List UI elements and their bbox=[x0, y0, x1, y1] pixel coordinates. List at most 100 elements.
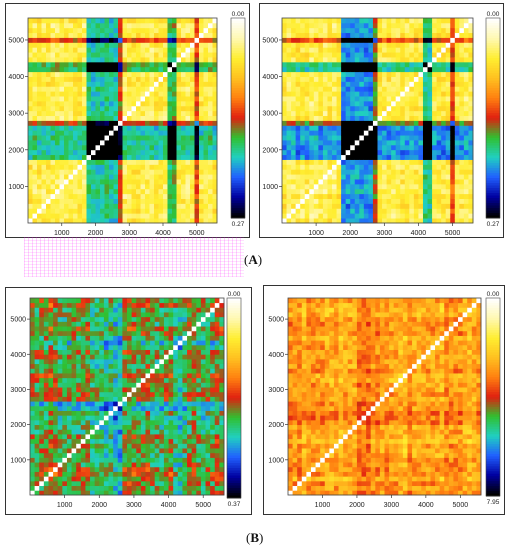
heatmap-cell bbox=[77, 208, 83, 214]
heatmap-cell bbox=[454, 100, 460, 107]
colorbar-step bbox=[486, 95, 500, 99]
heatmap-cell bbox=[163, 452, 169, 458]
heatmap-cell bbox=[136, 457, 142, 463]
heatmap-cell bbox=[95, 140, 101, 146]
heatmap-cell bbox=[295, 140, 301, 146]
heatmap-cell bbox=[167, 144, 173, 151]
heatmap-cell bbox=[322, 120, 328, 126]
heatmap-cell bbox=[212, 22, 218, 29]
heatmap-cell bbox=[154, 218, 159, 224]
heatmap-cell bbox=[286, 22, 292, 29]
heatmap-cell bbox=[163, 140, 168, 146]
heatmap-cell bbox=[41, 203, 47, 209]
heatmap-cell bbox=[136, 140, 141, 146]
heatmap-cell bbox=[304, 218, 310, 224]
heatmap-cell bbox=[372, 105, 378, 112]
heatmap-cell bbox=[432, 203, 438, 209]
heatmap-cell bbox=[113, 213, 119, 219]
heatmap-cell bbox=[190, 125, 195, 131]
heatmap-cell bbox=[454, 66, 460, 73]
heatmap-cell bbox=[199, 130, 204, 136]
heatmap-cell bbox=[64, 76, 69, 82]
heatmap-cell bbox=[90, 471, 96, 477]
heatmap-cell bbox=[80, 382, 86, 388]
heatmap-cell bbox=[41, 110, 47, 117]
heatmap-cell bbox=[286, 135, 292, 141]
heatmap-cell bbox=[145, 174, 150, 180]
heatmap-cell bbox=[176, 37, 182, 43]
heatmap-cell bbox=[50, 47, 56, 53]
heatmap-cell bbox=[150, 448, 156, 454]
heatmap-cell bbox=[34, 330, 40, 336]
heatmap-cell bbox=[286, 208, 292, 214]
heatmap-cell bbox=[59, 18, 65, 24]
heatmap-cell bbox=[304, 71, 310, 77]
heatmap-cell bbox=[459, 81, 465, 87]
heatmap-cell bbox=[368, 144, 374, 151]
heatmap-cell bbox=[59, 193, 65, 199]
heatmap-cell bbox=[62, 401, 68, 407]
heatmap-cell bbox=[368, 169, 374, 175]
heatmap-cell bbox=[372, 115, 378, 121]
heatmap-cell bbox=[99, 335, 105, 341]
heatmap-cell bbox=[413, 22, 419, 29]
heatmap-cell bbox=[413, 159, 419, 165]
heatmap-cell bbox=[422, 213, 428, 219]
heatmap-cell bbox=[468, 183, 474, 190]
heatmap-cell bbox=[131, 100, 137, 107]
heatmap-cell bbox=[66, 452, 72, 458]
colorbar-step bbox=[231, 215, 245, 219]
heatmap-cell bbox=[454, 115, 460, 121]
heatmap-cell bbox=[73, 42, 78, 48]
heatmap-cell bbox=[43, 443, 49, 449]
heatmap-cell bbox=[372, 144, 378, 151]
heatmap-cell bbox=[104, 203, 110, 209]
heatmap-cell bbox=[140, 169, 146, 175]
heatmap-cell bbox=[354, 140, 360, 146]
heatmap-cell bbox=[350, 100, 356, 107]
heatmap-cell bbox=[208, 115, 213, 121]
heatmap-cell bbox=[127, 159, 132, 165]
heatmap-cell bbox=[90, 485, 96, 491]
heatmap-cell bbox=[176, 169, 182, 175]
heatmap-cell bbox=[149, 174, 155, 180]
heatmap-cell bbox=[318, 52, 324, 58]
heatmap-cell bbox=[71, 358, 77, 365]
y-tick-label: 4000 bbox=[8, 74, 24, 81]
heatmap-cell bbox=[28, 86, 33, 92]
heatmap-cell bbox=[194, 198, 200, 204]
heatmap-cell bbox=[341, 179, 347, 185]
heatmap-cell bbox=[336, 130, 342, 136]
heatmap-cell bbox=[163, 462, 169, 468]
heatmap-cell bbox=[32, 203, 38, 209]
heatmap-cell bbox=[122, 438, 128, 444]
heatmap-cell bbox=[345, 18, 351, 24]
heatmap-cell bbox=[382, 198, 387, 204]
heatmap-cell bbox=[372, 188, 378, 195]
heatmap-cell bbox=[203, 193, 209, 199]
heatmap-cell bbox=[441, 27, 447, 34]
caption-a: (A) bbox=[244, 252, 263, 267]
heatmap-cell bbox=[59, 100, 65, 107]
heatmap-cell bbox=[295, 183, 301, 190]
heatmap-cell bbox=[194, 22, 200, 29]
heatmap-cell bbox=[318, 203, 324, 209]
heatmap-cell bbox=[145, 485, 151, 491]
colorbar-step bbox=[231, 190, 245, 194]
heatmap-cell bbox=[354, 18, 360, 24]
heatmap-cell bbox=[372, 76, 378, 82]
heatmap-cell bbox=[368, 105, 374, 112]
heatmap-cell bbox=[309, 32, 315, 38]
heatmap-cell bbox=[172, 120, 177, 126]
heatmap-cell bbox=[208, 105, 213, 112]
heatmap-cell bbox=[140, 330, 146, 336]
heatmap-cell bbox=[118, 179, 123, 185]
heatmap-cell bbox=[118, 81, 123, 87]
heatmap-cell bbox=[136, 344, 142, 350]
heatmap-cell bbox=[427, 149, 433, 156]
heatmap-cell bbox=[32, 81, 38, 87]
heatmap-cell bbox=[291, 164, 297, 170]
heatmap-cell bbox=[459, 193, 465, 199]
heatmap-cell bbox=[313, 144, 319, 151]
heatmap-cell bbox=[159, 448, 165, 454]
